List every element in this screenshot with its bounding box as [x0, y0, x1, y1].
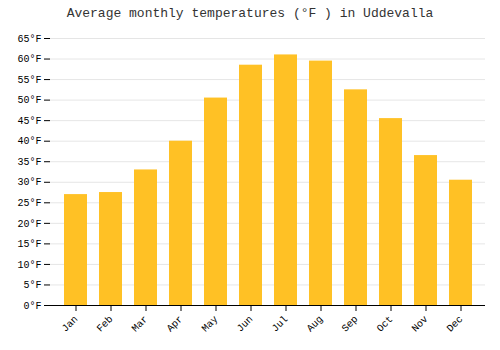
- svg-text:Oct: Oct: [375, 314, 396, 335]
- svg-text:20°F: 20°F: [17, 219, 41, 230]
- svg-text:55°F: 55°F: [17, 75, 41, 86]
- svg-text:0°F: 0°F: [23, 301, 41, 312]
- svg-text:60°F: 60°F: [17, 54, 41, 65]
- svg-text:Jul: Jul: [270, 314, 291, 335]
- svg-text:Apr: Apr: [165, 314, 186, 335]
- svg-text:Jun: Jun: [235, 314, 256, 335]
- svg-text:15°F: 15°F: [17, 239, 41, 250]
- svg-text:Dec: Dec: [445, 314, 466, 335]
- svg-text:Nov: Nov: [410, 314, 431, 335]
- svg-text:25°F: 25°F: [17, 198, 41, 209]
- svg-text:Jan: Jan: [60, 314, 81, 335]
- svg-text:Aug: Aug: [305, 314, 326, 335]
- svg-text:35°F: 35°F: [17, 157, 41, 168]
- svg-text:May: May: [200, 314, 221, 335]
- svg-text:45°F: 45°F: [17, 116, 41, 127]
- svg-text:Feb: Feb: [95, 314, 116, 335]
- svg-text:Sep: Sep: [340, 314, 361, 335]
- svg-text:50°F: 50°F: [17, 95, 41, 106]
- svg-text:65°F: 65°F: [17, 34, 41, 45]
- html-text:Average monthly temperatures (: Average monthly temperatures (°F ) in Ud…: [66, 6, 434, 21]
- svg-text:10°F: 10°F: [17, 260, 41, 271]
- svg-text:40°F: 40°F: [17, 136, 41, 147]
- svg-text:5°F: 5°F: [23, 280, 41, 291]
- svg-text:30°F: 30°F: [17, 177, 41, 188]
- svg-text:Mar: Mar: [130, 314, 151, 335]
